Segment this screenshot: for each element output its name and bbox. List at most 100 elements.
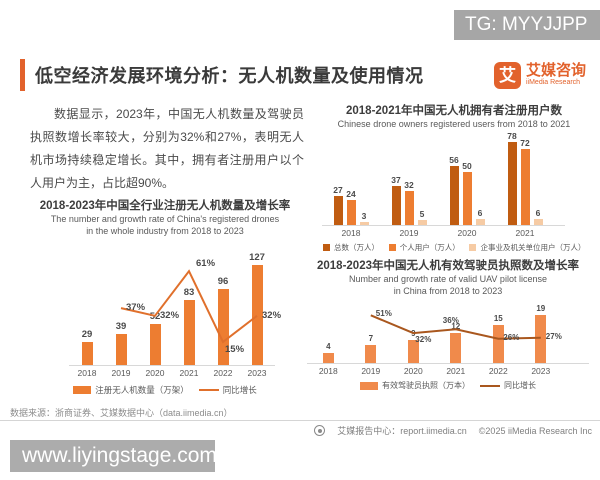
x-tick-label: 2018 [341,228,361,238]
chart-title: 2018-2021年中国无人机拥有者注册用户数 [346,105,562,117]
bar-value-label: 27 [333,185,343,196]
bar [359,221,369,225]
growth-value-label: 36% [442,316,459,326]
chart-pilot-license: 2018-2023年中国无人机有效驾驶员执照数及增长率 Number and g… [303,259,593,391]
growth-value-label: 27% [545,331,562,341]
bar [183,299,195,365]
bar-value-label: 15 [493,314,503,324]
bar [450,332,462,363]
bar [475,218,485,225]
bar-line-plot: 4 2018 7 2019 9 2020 12 2021 15 2022 19 2023 51% 32% 3… [303,300,593,376]
bar-value-label: 19 [536,304,546,313]
footer-divider [0,420,600,421]
bar [149,324,161,365]
title-accent-bar [20,59,25,91]
copyright-text: ©2025 iiMedia Research Inc [478,425,592,436]
bar-value-label: 83 [183,286,195,298]
bar-value-label: 3 [361,210,367,221]
bar-value-label: 7 [368,334,374,344]
legend-label: 企事业及机关单位用户（万人） [480,243,586,252]
x-axis [307,363,589,364]
x-tick-label: 2023 [531,366,551,376]
bar-value-label: 4 [326,341,331,351]
chart-title: 2018-2023年中国全行业注册无人机数量及增长率 [39,200,291,212]
legend-marker [198,389,219,391]
x-tick-label: 2022 [213,368,233,378]
chart-registered-drones: 2018-2023年中国全行业注册无人机数量及增长率 The number an… [25,199,305,396]
iimedia-logo: 艾 艾媒咨询 iiMedia Research [493,61,586,89]
growth-value-label: 37% [126,302,146,314]
bar-value-label: 96 [217,276,229,288]
x-tick-label: 2023 [247,368,267,378]
legend-item: 个人用户（万人） [388,242,460,253]
x-tick-label: 2020 [457,228,477,238]
bar [407,340,419,363]
x-tick-label: 2020 [145,368,165,378]
chart-subtitle: The number and growth rate of China's re… [50,214,280,224]
x-tick-label: 2021 [179,368,199,378]
legend-label: 总数（万人） [334,243,379,252]
legend-label: 注册无人机数量（万架） [95,385,189,395]
bar-value-label: 78 [507,131,517,142]
x-tick-label: 2021 [446,366,466,376]
legend-marker [73,386,92,394]
chart-owner-users: 2018-2021年中国无人机拥有者注册用户数 Chinese drone ow… [318,104,590,253]
x-tick-label: 2018 [318,366,338,376]
bar [492,325,504,363]
chart-legend: 总数（万人） 个人用户（万人） 企事业及机关单位用户（万人） [318,242,590,253]
growth-value-label: 51% [375,309,392,319]
chart-legend: 注册无人机数量（万架） 同比增长 [25,384,305,396]
growth-value-label: 15% [225,343,245,355]
legend-item: 有效驾驶员执照（万本） [360,380,470,391]
growth-value-label: 26% [503,332,520,342]
bar [81,342,93,365]
bar [365,345,377,363]
bar-value-label: 29 [81,329,93,341]
legend-label: 有效驾驶员执照（万本） [382,381,470,390]
bar-value-label: 6 [535,207,541,218]
grouped-bar-plot: 27 24 3 2018 37 32 5 2019 56 50 6 2020 78 72 6 2021 [318,131,590,238]
bar-value-label: 56 [449,154,459,165]
growth-value-label: 32% [262,309,282,321]
legend-item: 同比增长 [480,380,536,391]
iimedia-logo-icon: 艾 [493,61,521,89]
bar [417,219,427,225]
iimedia-badge-icon [314,425,326,436]
legend-item: 注册无人机数量（万架） [73,384,189,396]
legend-item: 同比增长 [198,384,257,396]
growth-value-label: 61% [196,258,216,270]
bar [533,218,543,225]
chart-subtitle: in China from 2018 to 2023 [393,286,503,296]
bar [346,199,356,225]
logo-subtitle: iiMedia Research [525,79,581,86]
bar-value-label: 24 [346,188,356,199]
bar-value-label: 32 [404,180,414,190]
bar [322,352,334,363]
logo-name: 艾媒咨询 [525,62,586,79]
site-watermark: www.liyingstage.com [10,440,217,472]
bar [115,334,127,365]
x-tick-label: 2018 [77,368,97,378]
chart-subtitle: Chinese drone owners registered users fr… [337,119,571,129]
bar [251,265,263,365]
legend-label: 同比增长 [504,381,536,390]
page-title: 低空经济发展环境分析：无人机数量及使用情况 [35,66,424,86]
data-source-note: 数据来源：浙商证券、艾媒数据中心（data.iimedia.cn） [10,408,233,418]
report-center-link: 艾媒报告中心：report.iimedia.cn [337,426,467,436]
chart-legend: 有效驾驶员执照（万本） 同比增长 [303,380,593,391]
bar-value-label: 5 [419,208,425,219]
bar [520,148,530,225]
bar [449,165,459,225]
growth-value-label: 32% [415,335,432,345]
legend-marker [480,384,500,387]
bar-value-label: 6 [477,207,483,218]
legend-label: 同比增长 [222,385,257,395]
footer-info: 艾媒报告中心：report.iimedia.cn ©2025 iiMedia R… [314,424,592,437]
x-axis [69,365,275,366]
legend-label: 个人用户（万人） [399,243,460,252]
legend-marker [323,244,330,251]
telegram-watermark: TG: MYYJJPP [454,10,600,40]
growth-value-label: 32% [160,309,180,321]
x-tick-label: 2019 [111,368,131,378]
